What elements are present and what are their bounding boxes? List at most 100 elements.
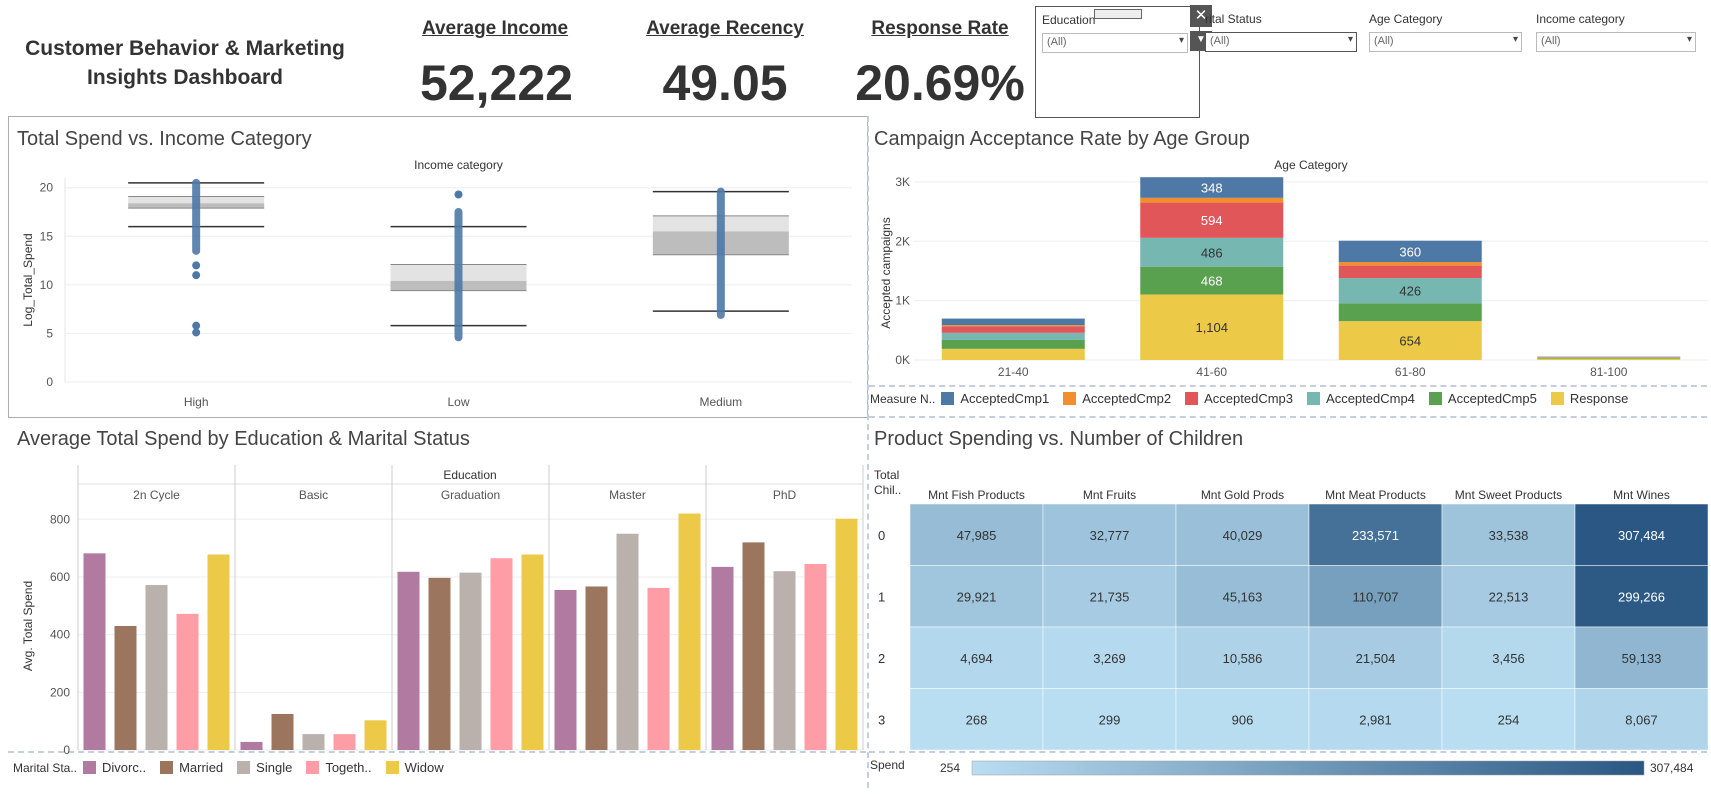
- boxplot-title: Total Spend vs. Income Category: [17, 128, 312, 150]
- select-value: (All): [1374, 35, 1394, 47]
- x-tick-label: Low: [447, 395, 469, 409]
- x-tick-label: 61-80: [1395, 365, 1426, 379]
- row-header: Total: [874, 468, 899, 482]
- marital-status-legend: Marital Sta.. Divorc.. Married Single Togeth…: [13, 760, 458, 775]
- cell-label: 21,504: [1356, 651, 1396, 666]
- bar-segment: [1338, 262, 1482, 266]
- marital-status-filter[interactable]: rital Status (All) ▾: [1205, 12, 1357, 52]
- bar-segment: [941, 318, 1085, 326]
- bar: [678, 513, 701, 750]
- cell-label: 3,456: [1492, 651, 1525, 666]
- legend-item[interactable]: AcceptedCmp5: [1428, 391, 1537, 406]
- column-header: Mnt Sweet Products: [1455, 488, 1562, 502]
- outlier-point: [192, 328, 201, 337]
- legend-item[interactable]: AcceptedCmp2: [1063, 391, 1171, 406]
- cell-label: 21,735: [1090, 589, 1130, 604]
- cell-label: 40,029: [1223, 528, 1263, 543]
- age-category-select[interactable]: (All) ▾: [1369, 32, 1522, 52]
- drag-handle[interactable]: [1094, 9, 1142, 19]
- bar: [554, 589, 577, 750]
- y-axis-label: Accepted campaigns: [879, 217, 893, 328]
- bar: [742, 542, 765, 750]
- cell-label: 45,163: [1223, 589, 1263, 604]
- legend-label: AcceptedCmp2: [1082, 391, 1172, 406]
- bar-segment: [1140, 294, 1284, 360]
- horizontal-divider: [869, 385, 1707, 387]
- bar: [585, 586, 608, 750]
- legend-item[interactable]: Togeth..: [306, 760, 372, 775]
- cell-label: 254: [1498, 712, 1520, 727]
- heatmap-cell: [1441, 688, 1576, 751]
- legend-item[interactable]: AcceptedCmp4: [1307, 391, 1415, 406]
- legend-item[interactable]: Married: [160, 760, 223, 775]
- cell-label: 307,484: [1618, 528, 1665, 543]
- education-filter[interactable]: Education (All) ▾ ✕ ▼: [1035, 5, 1212, 118]
- legend-item[interactable]: Response: [1550, 391, 1628, 406]
- heatmap-cell: [1441, 565, 1576, 628]
- legend-item[interactable]: Single: [237, 760, 292, 775]
- bar: [428, 577, 451, 750]
- legend-item[interactable]: AcceptedCmp3: [1185, 391, 1293, 406]
- bar: [459, 572, 482, 750]
- kpi-value: 20.69%: [855, 55, 1025, 111]
- bar: [240, 741, 263, 750]
- legend-swatch: [160, 761, 174, 774]
- cell-label: 233,571: [1352, 528, 1399, 543]
- bar-segment: [941, 348, 1085, 360]
- horizontal-divider: [869, 416, 1707, 418]
- x-tick-label: High: [184, 395, 209, 409]
- bar-segment: [941, 325, 1085, 327]
- bar: [333, 734, 356, 750]
- heatmap-cell: [1574, 626, 1708, 689]
- outlier-point: [192, 271, 201, 280]
- y-tick-label: 1K: [895, 294, 910, 308]
- bar-segment: [1338, 240, 1482, 263]
- grouped-bar-chart: Education 0 200 400 600 800 Avg. Total Spend 2n…: [21, 465, 864, 754]
- heatmap-cell: [1308, 503, 1443, 566]
- outlier-point: [192, 321, 201, 330]
- y-tick-label: 15: [40, 229, 54, 243]
- heatmap-cell: [909, 565, 1044, 628]
- spend-min-label: 254: [940, 761, 960, 775]
- legend-label: Married: [179, 760, 224, 775]
- kpi-response-rate: Response Rate 20.69%: [845, 18, 1035, 112]
- bar-segment: [1338, 265, 1482, 279]
- close-icon[interactable]: ✕: [1190, 5, 1212, 27]
- legend-item[interactable]: Widow: [385, 760, 444, 775]
- row-label: 1: [878, 589, 885, 604]
- heatmap-cell: [909, 503, 1044, 566]
- heatmap-cell: [909, 626, 1044, 689]
- bar-segment: [1140, 197, 1284, 203]
- horizontal-divider: [869, 751, 1707, 753]
- bar-segment: [1338, 303, 1482, 322]
- bar: [114, 626, 137, 750]
- legend-item[interactable]: Divorc..: [83, 760, 146, 775]
- marital-status-select[interactable]: (All) ▾: [1205, 32, 1357, 52]
- income-category-filter[interactable]: Income category (All) ▾: [1536, 12, 1696, 52]
- cell-label: 906: [1232, 712, 1254, 727]
- cell-label: 22,513: [1489, 589, 1529, 604]
- bar: [83, 553, 106, 750]
- y-tick-label: 2K: [895, 234, 910, 248]
- legend-swatch: [1063, 392, 1077, 405]
- bar-segment: [1140, 177, 1284, 198]
- y-tick-label: 3K: [895, 175, 910, 189]
- cell-label: 2,981: [1359, 712, 1392, 727]
- column-header: Mnt Meat Products: [1325, 488, 1426, 502]
- grouped-title: Average Total Spend by Education & Marit…: [17, 428, 470, 450]
- legend-label: AcceptedCmp4: [1326, 391, 1415, 406]
- age-category-filter[interactable]: Age Category (All) ▾: [1369, 12, 1522, 52]
- cell-label: 32,777: [1090, 528, 1130, 543]
- legend-swatch: [1428, 392, 1442, 405]
- select-value: (All): [1047, 36, 1067, 48]
- bar: [804, 564, 827, 750]
- x-tick-label: 81-100: [1590, 365, 1628, 379]
- group-label: Basic: [299, 488, 328, 502]
- group-label: Graduation: [441, 488, 500, 502]
- legend-label: AcceptedCmp1: [960, 391, 1050, 406]
- legend-swatch: [237, 761, 251, 774]
- legend-item[interactable]: AcceptedCmp1: [941, 391, 1049, 406]
- education-select[interactable]: (All) ▾: [1042, 33, 1188, 53]
- income-category-select[interactable]: (All) ▾: [1536, 32, 1696, 52]
